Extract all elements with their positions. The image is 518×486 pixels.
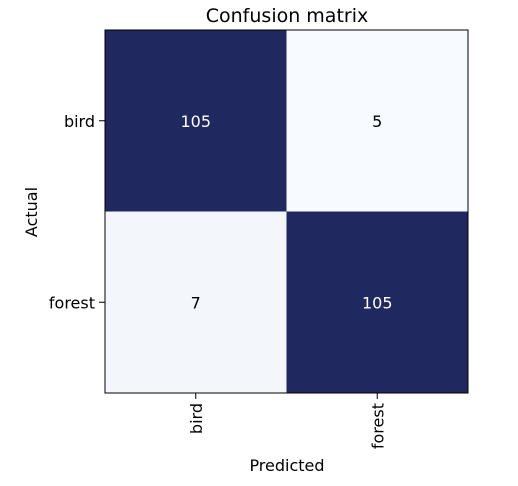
heatmap-cell — [105, 30, 287, 212]
heatmap-cells — [105, 30, 468, 393]
x-tick-label: forest — [368, 403, 387, 449]
heatmap-cell-value: 105 — [180, 112, 211, 131]
y-axis-label: Actual — [22, 187, 41, 237]
y-tick-label: forest — [49, 293, 95, 312]
heatmap-cell-value: 7 — [191, 293, 201, 312]
axis-ticks: bird forest bird forest — [49, 112, 387, 449]
heatmap-cell-value: 5 — [372, 112, 382, 131]
plot-frame — [104, 29, 469, 394]
x-tick-label: bird — [187, 403, 206, 434]
heatmap-cell-labels: 105 5 7 105 — [180, 112, 392, 313]
heatmap-cell — [105, 211, 287, 393]
heatmap-cell — [286, 30, 468, 212]
y-tick-label: bird — [64, 112, 95, 131]
heatmap-cell-value: 105 — [362, 293, 393, 312]
chart-title: Confusion matrix — [206, 5, 368, 27]
x-axis-label: Predicted — [249, 456, 324, 475]
heatmap-cell — [286, 211, 468, 393]
